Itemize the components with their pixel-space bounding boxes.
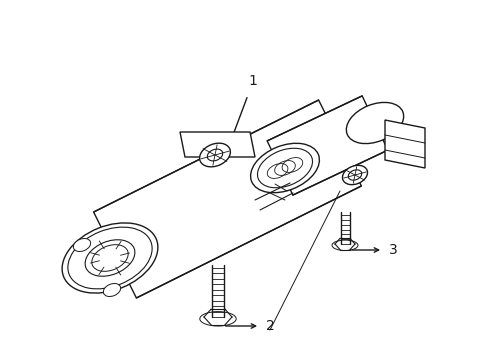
Ellipse shape	[199, 143, 230, 167]
Ellipse shape	[85, 240, 135, 276]
Ellipse shape	[73, 238, 90, 252]
Text: 3: 3	[388, 243, 397, 257]
Polygon shape	[180, 132, 254, 157]
Ellipse shape	[342, 165, 367, 185]
Polygon shape	[384, 120, 424, 168]
Text: 2: 2	[265, 319, 274, 333]
Polygon shape	[266, 96, 387, 195]
Polygon shape	[93, 100, 361, 298]
Ellipse shape	[346, 102, 403, 144]
Text: 1: 1	[248, 74, 257, 88]
Ellipse shape	[250, 143, 319, 193]
Ellipse shape	[62, 223, 158, 293]
Ellipse shape	[103, 283, 121, 297]
